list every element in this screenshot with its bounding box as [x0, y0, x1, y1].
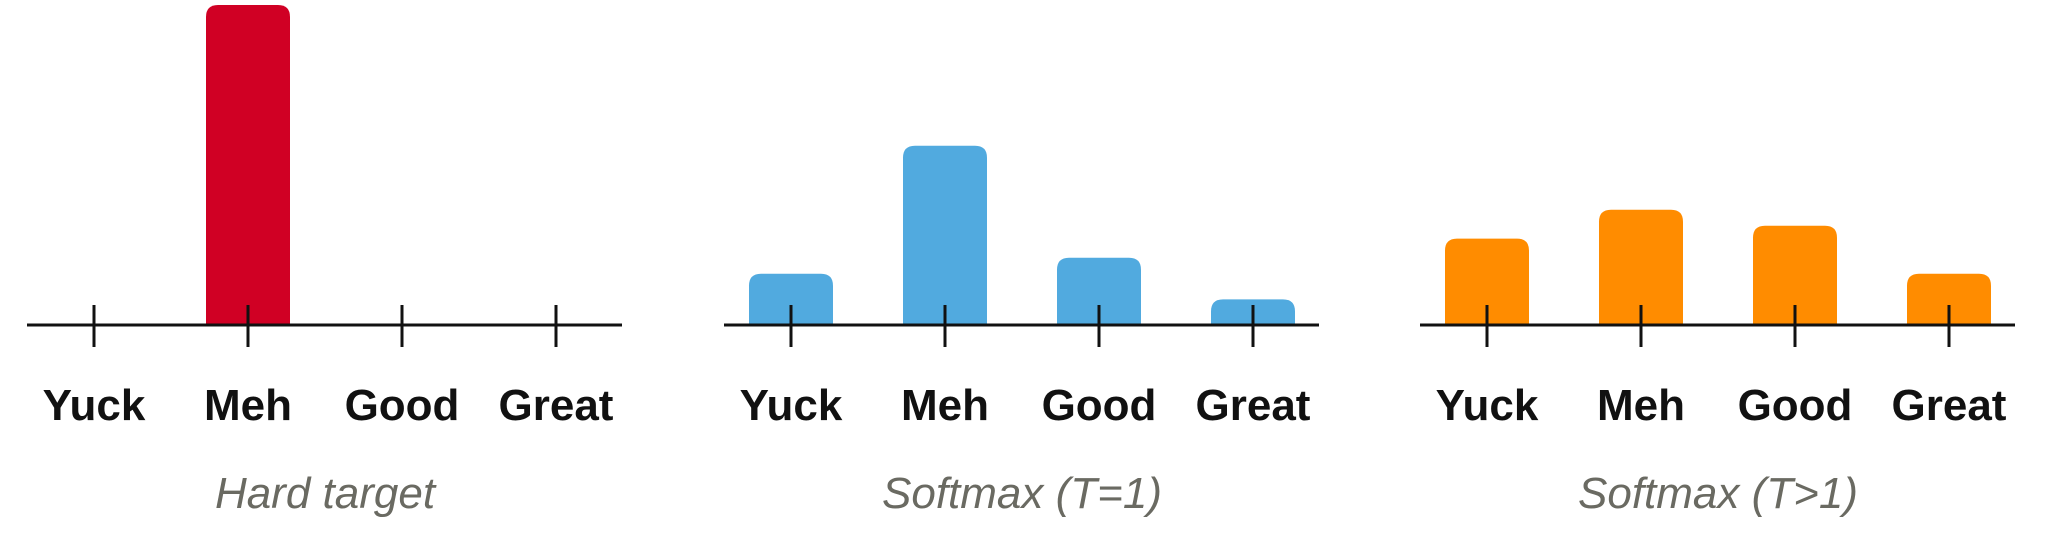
tick-label-meh: Meh [901, 381, 989, 430]
tick-label-great: Great [1196, 381, 1311, 430]
chart-panel-1: Yuck Meh Good Great Hard target [27, 5, 622, 518]
tick-label-good: Good [1042, 381, 1157, 430]
tick-label-good: Good [1738, 381, 1853, 430]
bar-good [1057, 257, 1141, 325]
tick-label-great: Great [499, 381, 614, 430]
tick-label-meh: Meh [1597, 381, 1685, 430]
tick-label-yuck: Yuck [43, 381, 146, 430]
tick-label-yuck: Yuck [740, 381, 843, 430]
bar-yuck [1445, 238, 1529, 325]
tick-label-great: Great [1892, 381, 2007, 430]
chart-panel-3: Yuck Meh Good Great Softmax (T>1) [1420, 209, 2015, 518]
bar-meh [206, 5, 290, 325]
tick-label-meh: Meh [204, 381, 292, 430]
chart-caption: Hard target [215, 469, 437, 518]
tick-label-yuck: Yuck [1436, 381, 1539, 430]
bar-great [1907, 273, 1991, 325]
bar-good [1753, 225, 1837, 325]
bar-meh [903, 145, 987, 325]
chart-panel-2: Yuck Meh Good Great Softmax (T=1) [724, 145, 1319, 518]
tick-label-good: Good [345, 381, 460, 430]
chart-caption: Softmax (T=1) [882, 469, 1162, 518]
chart-caption: Softmax (T>1) [1578, 469, 1858, 518]
bar-yuck [749, 273, 833, 325]
bar-meh [1599, 209, 1683, 325]
